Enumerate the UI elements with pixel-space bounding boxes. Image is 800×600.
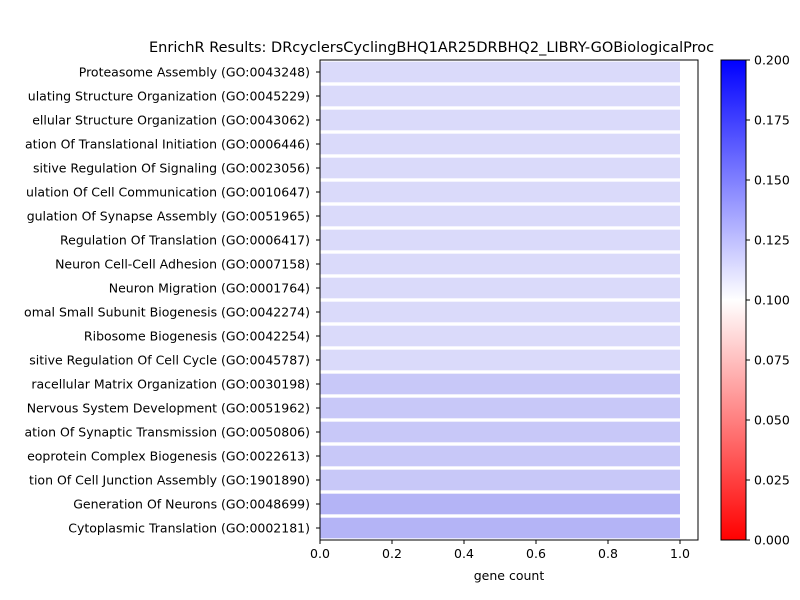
- bar: [320, 181, 680, 203]
- colorbar-tick-label: 0.200: [754, 53, 790, 68]
- y-tick-label: sitive Regulation Of Cell Cycle (GO:0045…: [29, 353, 310, 368]
- bar: [320, 85, 680, 107]
- bar: [320, 61, 680, 83]
- bar: [320, 133, 680, 155]
- y-tick-label: Neuron Migration (GO:0001764): [109, 281, 310, 296]
- bar: [320, 445, 680, 467]
- y-tick-label: Proteasome Assembly (GO:0043248): [79, 65, 310, 80]
- y-tick-label: sitive Regulation Of Signaling (GO:00230…: [33, 161, 310, 176]
- x-tick-label: 0.2: [382, 546, 402, 561]
- y-tick-label: Nervous System Development (GO:0051962): [27, 401, 310, 416]
- colorbar-tick-label: 0.050: [754, 413, 790, 428]
- bar: [320, 229, 680, 251]
- y-tick-label: ulation Of Cell Communication (GO:001064…: [26, 185, 310, 200]
- colorbar: [720, 59, 747, 541]
- x-tick-label: 0.8: [598, 546, 618, 561]
- y-tick-label: racellular Matrix Organization (GO:00301…: [31, 377, 310, 392]
- bar: [320, 349, 680, 371]
- bar: [320, 421, 680, 443]
- y-tick-label: Cytoplasmic Translation (GO:0002181): [68, 521, 310, 536]
- y-tick-label: eoprotein Complex Biogenesis (GO:0022613…: [27, 449, 310, 464]
- colorbar-tick-label: 0.150: [754, 173, 790, 188]
- colorbar-tick-label: 0.175: [754, 113, 790, 128]
- y-ticks: [316, 71, 320, 529]
- y-tick-label: gulation Of Synapse Assembly (GO:0051965…: [27, 209, 310, 224]
- x-tick-label: 0.4: [454, 546, 474, 561]
- y-tick-labels: Proteasome Assembly (GO:0043248) ulating …: [24, 65, 310, 536]
- colorbar-tick-label: 0.100: [754, 293, 790, 308]
- bar: [320, 301, 680, 323]
- y-tick-label: tion Of Cell Junction Assembly (GO:19018…: [29, 473, 310, 488]
- colorbar-tick-label: 0.125: [754, 233, 790, 248]
- x-tick-label: 0.6: [526, 546, 546, 561]
- bars-group: [320, 61, 680, 539]
- y-tick-label: ation Of Synaptic Transmission (GO:00508…: [24, 425, 310, 440]
- x-axis-label: gene count: [474, 568, 545, 583]
- colorbar-ticks: 0.000 0.025 0.050 0.075 0.100 0.125 0.150 0.175…: [746, 53, 790, 548]
- bar: [320, 157, 680, 179]
- colorbar-tick-label: 0.000: [754, 533, 790, 548]
- x-axis: 0.0 0.2 0.4 0.6 0.8 1.0: [310, 540, 690, 561]
- y-tick-label: ation Of Translational Initiation (GO:00…: [25, 137, 310, 152]
- x-tick-label: 1.0: [670, 546, 690, 561]
- plot-frame: [319, 59, 699, 541]
- bar: [320, 253, 680, 275]
- bar: [320, 517, 680, 539]
- bar: [320, 373, 680, 395]
- y-tick-label: Neuron Cell-Cell Adhesion (GO:0007158): [55, 257, 310, 272]
- y-tick-label: omal Small Subunit Biogenesis (GO:004227…: [24, 305, 310, 320]
- x-tick-label: 0.0: [310, 546, 330, 561]
- chart-title: EnrichR Results: DRcyclersCyclingBHQ1AR2…: [149, 40, 714, 56]
- bar: [320, 325, 680, 347]
- y-tick-label: Generation Of Neurons (GO:0048699): [73, 497, 310, 512]
- bar: [320, 469, 680, 491]
- bar: [320, 109, 680, 131]
- y-tick-label: ellular Structure Organization (GO:00430…: [32, 113, 310, 128]
- bar: [320, 397, 680, 419]
- y-tick-label: Ribosome Biogenesis (GO:0042254): [84, 329, 310, 344]
- bar: [320, 277, 680, 299]
- bar: [320, 493, 680, 515]
- colorbar-tick-label: 0.025: [754, 473, 790, 488]
- y-tick-label: Regulation Of Translation (GO:0006417): [60, 233, 310, 248]
- colorbar-tick-label: 0.075: [754, 353, 790, 368]
- bar: [320, 205, 680, 227]
- y-tick-label: ulating Structure Organization (GO:00452…: [28, 89, 310, 104]
